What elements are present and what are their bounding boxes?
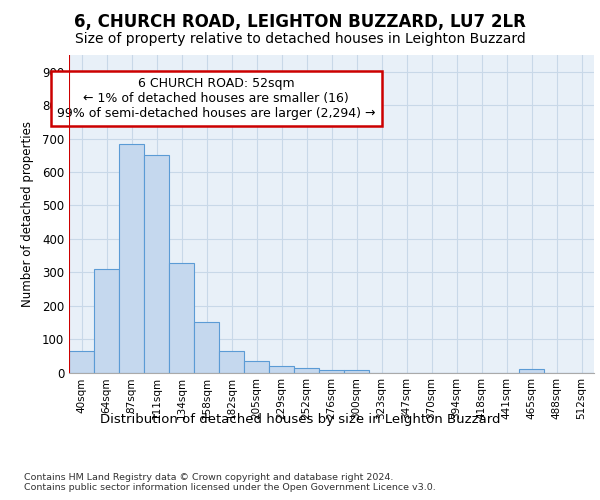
Text: Contains HM Land Registry data © Crown copyright and database right 2024.
Contai: Contains HM Land Registry data © Crown c… [24,472,436,492]
Bar [219,351,244,372]
Bar [69,351,94,372]
Bar [294,368,319,372]
Text: 6, CHURCH ROAD, LEIGHTON BUZZARD, LU7 2LR: 6, CHURCH ROAD, LEIGHTON BUZZARD, LU7 2L… [74,12,526,30]
Bar [244,361,269,372]
Bar [319,370,344,372]
Text: Distribution of detached houses by size in Leighton Buzzard: Distribution of detached houses by size … [100,412,500,426]
Y-axis label: Number of detached properties: Number of detached properties [20,120,34,306]
Bar [144,156,169,372]
Bar [344,370,369,372]
Text: 6 CHURCH ROAD: 52sqm
← 1% of detached houses are smaller (16)
99% of semi-detach: 6 CHURCH ROAD: 52sqm ← 1% of detached ho… [57,77,375,120]
Bar [169,263,194,372]
Bar [519,369,544,372]
Bar [94,269,119,372]
Text: Size of property relative to detached houses in Leighton Buzzard: Size of property relative to detached ho… [74,32,526,46]
Bar [269,366,294,372]
Bar [194,322,219,372]
Bar [119,144,144,372]
